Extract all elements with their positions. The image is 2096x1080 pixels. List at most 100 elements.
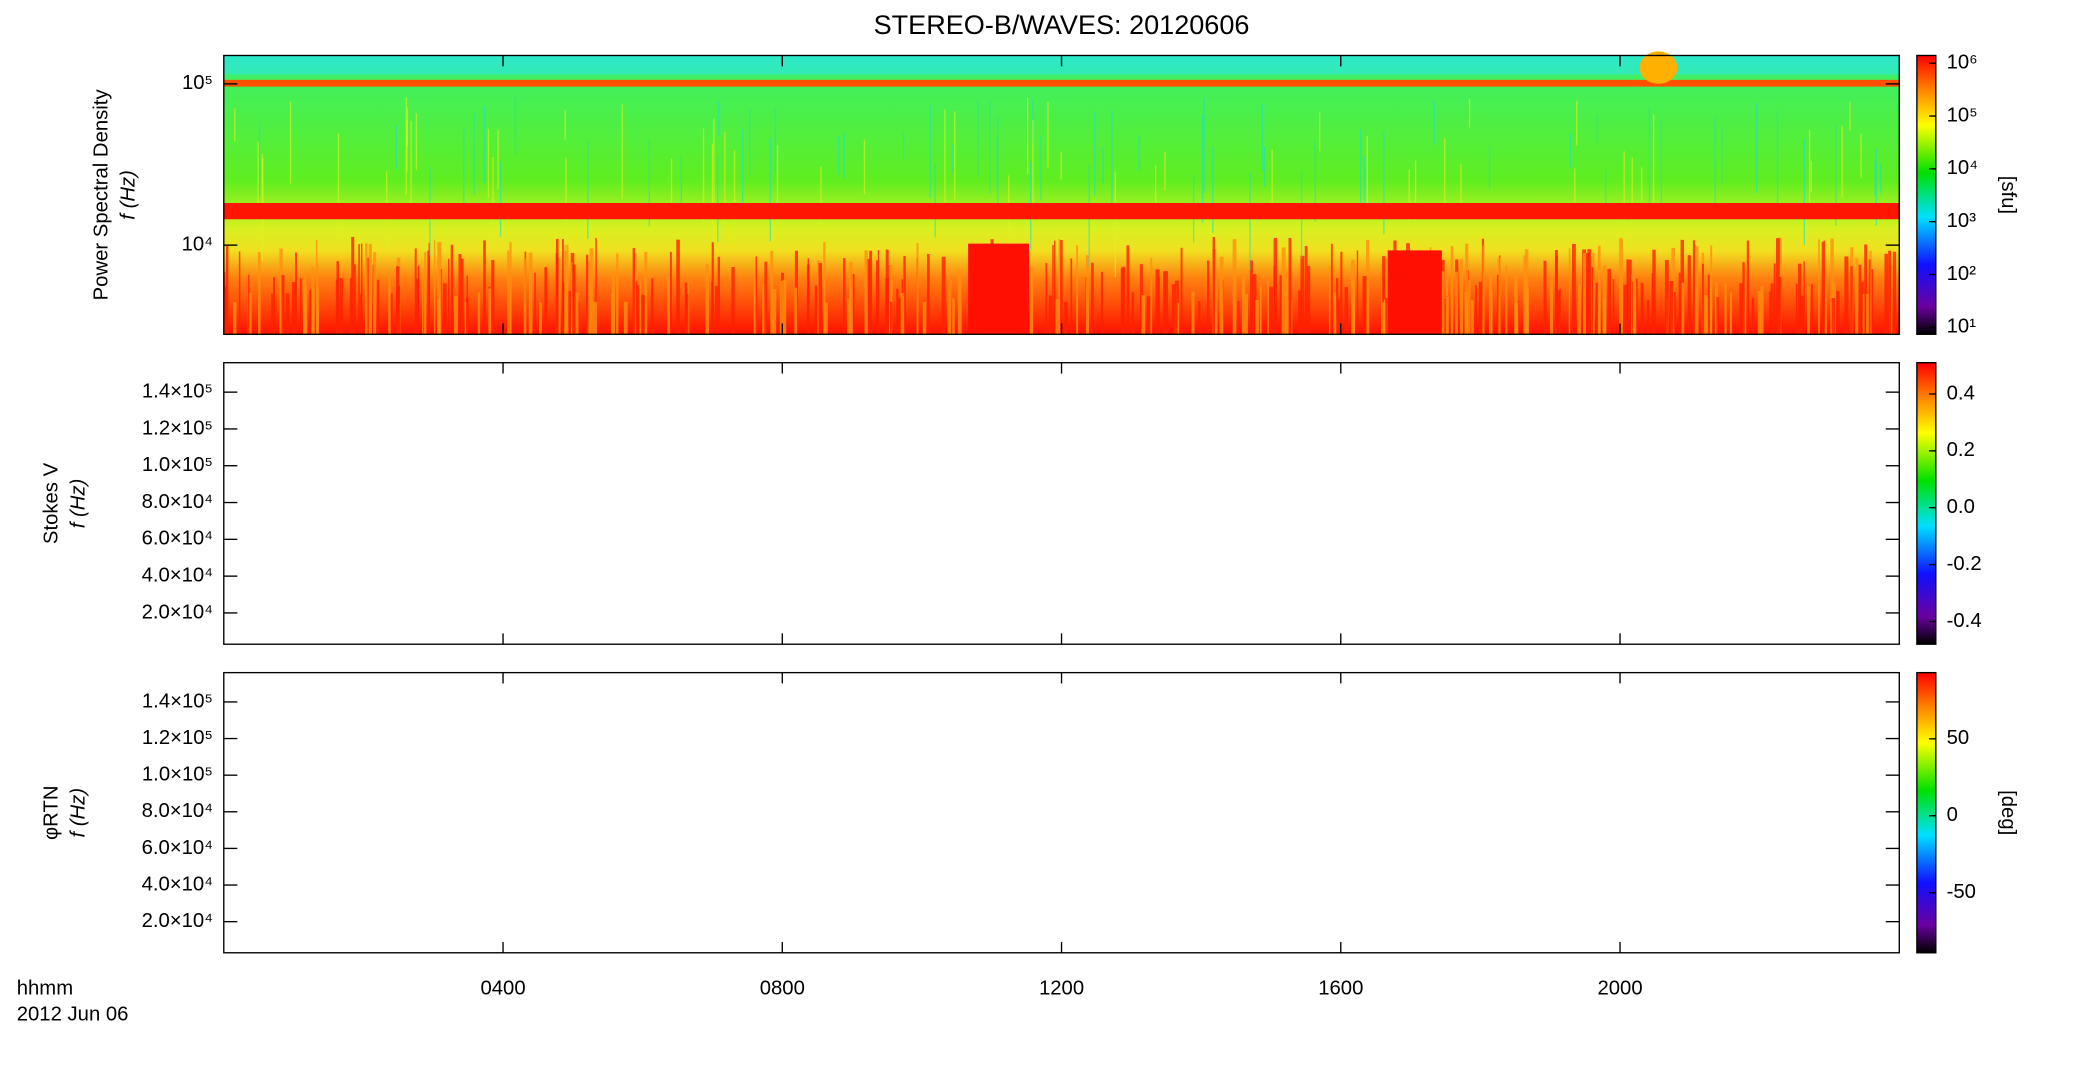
- spectrogram-streak: [1488, 273, 1493, 335]
- x-tick-label: 1600: [1318, 978, 1363, 1000]
- spectrogram-streak: [1269, 286, 1273, 335]
- colorbar-tick-label: 10⁶: [1947, 52, 1978, 74]
- spectrogram-streak: [711, 143, 714, 224]
- spectrogram-streak: [776, 145, 779, 233]
- spectrogram-streak: [499, 161, 502, 237]
- spectrogram-streak: [1892, 251, 1896, 335]
- spectrogram-streak: [1131, 292, 1135, 335]
- spectrogram-streak: [299, 278, 302, 335]
- spectrogram-streak: [417, 265, 420, 335]
- spectrogram-streak: [1267, 281, 1269, 335]
- spectrogram-streak: [753, 277, 757, 335]
- spectrogram-streak: [772, 289, 777, 335]
- spectrogram-streak: [1858, 264, 1862, 335]
- spectrogram-streak: [491, 260, 495, 335]
- spectrogram-streak: [1288, 237, 1292, 335]
- spectrogram-streak: [1823, 240, 1826, 335]
- spectrogram-streak: [1155, 269, 1160, 335]
- spectrogram-streak: [1855, 258, 1859, 335]
- spectrogram-streak: [1459, 259, 1464, 335]
- spectrogram-streak: [1664, 259, 1669, 335]
- spectrogram-streak: [1298, 290, 1302, 335]
- spectrogram-streak: [1032, 120, 1034, 203]
- spectrogram-streak: [1141, 295, 1146, 335]
- spectrogram-streak: [1751, 298, 1755, 335]
- spectrogram-streak: [1026, 97, 1029, 175]
- spectrogram-streak: [1319, 111, 1321, 152]
- spectrogram-streak: [390, 293, 393, 335]
- y-axis-label: f (Hz): [67, 788, 89, 838]
- spectrogram-streak: [1555, 255, 1558, 335]
- spectrogram-streak: [336, 261, 340, 335]
- spectrogram-streak: [544, 267, 548, 335]
- spectrogram-streak: [1164, 151, 1166, 191]
- spectrogram-streak: [944, 109, 946, 213]
- spectrogram-streak: [285, 293, 290, 335]
- colorbar-label: [sfu]: [1997, 176, 2019, 214]
- spectrogram-streak: [632, 248, 635, 335]
- spectrogram-streak: [528, 252, 533, 335]
- spectrogram-streak: [1058, 287, 1061, 335]
- spectrogram-streak: [1669, 281, 1674, 335]
- spectrogram-streak: [1045, 263, 1048, 335]
- spectrogram-streak: [483, 240, 486, 335]
- spectrogram-streak: [1875, 148, 1878, 226]
- spectrogram-streak: [514, 97, 517, 155]
- spectrogram-streak: [1362, 276, 1367, 335]
- spectrogram-streak: [1207, 260, 1210, 335]
- spectrogram-streak: [1810, 160, 1812, 193]
- spectrogram-streak: [593, 301, 598, 335]
- spectrogram-streak: [223, 272, 226, 335]
- spectrogram-streak: [577, 301, 580, 335]
- spectrogram-streak: [1180, 247, 1183, 335]
- spectrogram-streak: [415, 113, 418, 170]
- spectrogram-streak: [794, 287, 798, 335]
- spectrogram-streak: [715, 286, 718, 335]
- spectrogram-streak: [903, 256, 906, 335]
- spectrogram-streak: [1047, 101, 1049, 168]
- spectrogram-streak: [1576, 100, 1578, 146]
- spectrogram-streak: [1835, 124, 1837, 226]
- spectrogram-streak: [1304, 246, 1308, 335]
- colorbar: [1916, 54, 1937, 335]
- spectrogram-streak: [1884, 253, 1889, 335]
- spectrogram-streak: [724, 131, 726, 235]
- colorbar-tick-label: -0.4: [1947, 610, 1982, 632]
- spectrogram-streak: [1844, 256, 1849, 335]
- spectrogram-streak: [1252, 274, 1257, 335]
- spectrogram-streak: [1756, 102, 1758, 194]
- spectrogram-streak: [428, 242, 431, 335]
- spectrogram-streak: [1314, 141, 1316, 222]
- spectrogram-streak: [1660, 119, 1663, 213]
- y-axis-label: φRTN: [40, 785, 62, 840]
- spectrogram-streak: [869, 250, 873, 335]
- spectrogram-streak: [1219, 256, 1224, 335]
- spectrogram-streak: [1799, 295, 1804, 335]
- spectrogram-streak: [651, 278, 654, 335]
- spectrogram-streak: [358, 244, 360, 335]
- spectrogram-streak: [644, 251, 648, 335]
- spectrogram-streak: [1821, 241, 1824, 335]
- spectrogram-streak: [410, 120, 412, 215]
- spectrogram-streak: [823, 242, 826, 335]
- colorbar: [1916, 671, 1937, 954]
- spectrogram-streak: [1760, 286, 1764, 335]
- spectrogram-streak: [922, 302, 927, 335]
- spectrogram-streak: [1126, 245, 1130, 335]
- spectrogram-streak: [1640, 282, 1644, 335]
- spectrogram-streak: [1214, 273, 1218, 335]
- spectrogram-streak: [877, 250, 880, 335]
- spectrogram-streak: [1803, 138, 1806, 245]
- spectrogram-streak: [713, 118, 715, 217]
- spectrogram-streak: [458, 254, 462, 335]
- spectrogram-streak: [1607, 268, 1612, 335]
- spectrogram-streak: [863, 139, 866, 195]
- spectrogram-streak: [1497, 274, 1499, 335]
- spectrogram-streak: [774, 109, 777, 174]
- spectrogram-streak: [762, 283, 767, 335]
- colorbar-tick-label: 10¹: [1947, 316, 1977, 338]
- spectrogram-streak: [562, 239, 564, 335]
- y-tick-label: 6.0×10⁴: [142, 528, 213, 550]
- spectrogram-streak: [1770, 283, 1774, 335]
- spectrogram-streak: [257, 141, 259, 208]
